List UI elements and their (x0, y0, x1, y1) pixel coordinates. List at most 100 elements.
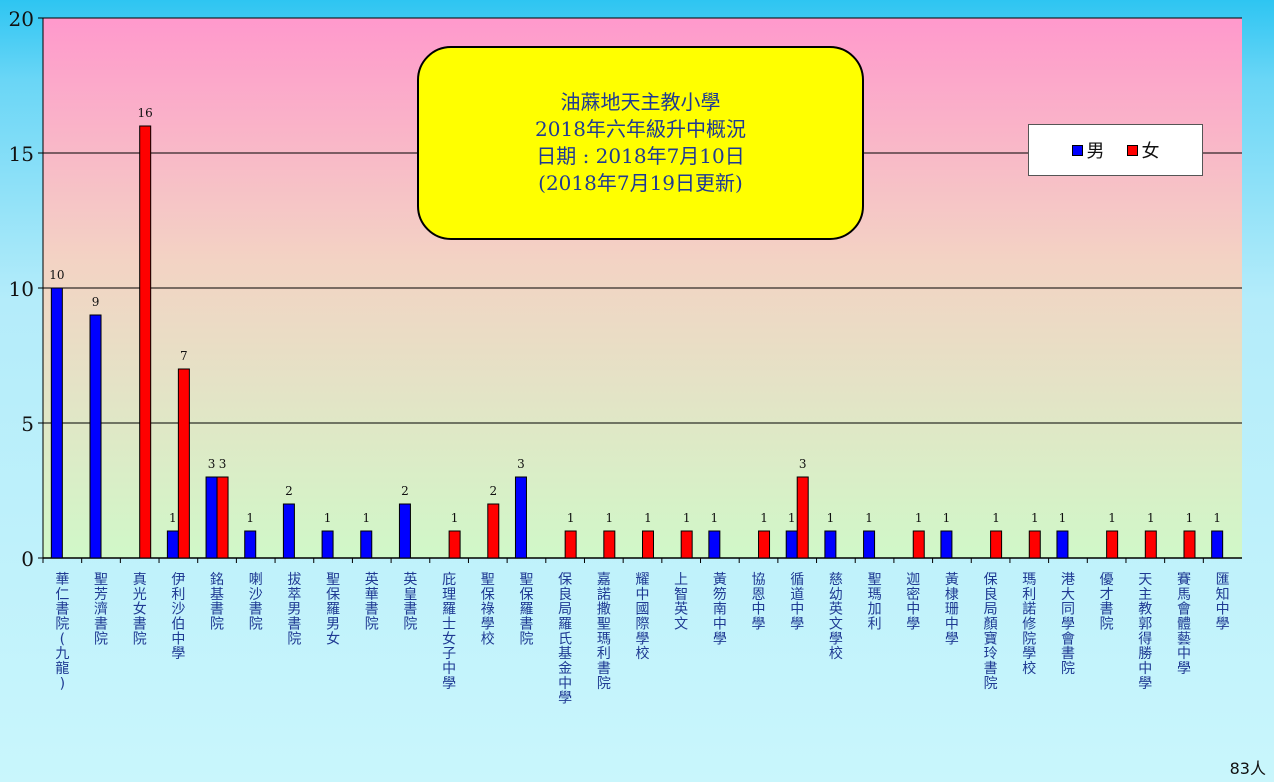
bar-female (1106, 530, 1119, 559)
data-label: 1 (683, 511, 691, 525)
legend-label-male: 男 (1086, 141, 1105, 162)
bar-male (50, 287, 63, 559)
bar-male (89, 314, 102, 559)
bar-female (448, 530, 461, 559)
data-label: 1 (992, 511, 1000, 525)
legend-item-male: 男 (1071, 137, 1105, 163)
bar-female (680, 530, 693, 559)
data-label: 3 (219, 457, 227, 471)
data-label: 1 (943, 511, 951, 525)
bar-female (912, 530, 925, 559)
bar-male (244, 530, 257, 559)
y-tick-label: 5 (21, 412, 34, 436)
data-label: 1 (324, 511, 332, 525)
bar-male (863, 530, 876, 559)
data-label: 1 (169, 511, 177, 525)
bar-female (177, 368, 190, 559)
x-tick-label: 拔萃男書院 (287, 572, 301, 647)
data-label: 16 (138, 106, 153, 120)
data-label: 1 (1186, 511, 1194, 525)
title-line-4: (2018年7月19日更新) (538, 171, 743, 195)
title-line-3: 日期 : 2018年7月10日 (536, 144, 745, 168)
bar-male (514, 476, 527, 559)
x-tick-label: 銘基書院 (210, 572, 224, 633)
x-tick-label: 聖保羅男女 (326, 572, 340, 647)
bar-male (166, 530, 179, 559)
bar-female (1183, 530, 1196, 559)
bar-male (205, 476, 218, 559)
x-tick-label: 港大同學會書院 (1061, 572, 1075, 677)
x-tick-label: 華仁書院(九龍) (55, 572, 69, 692)
legend-swatch-male (1071, 144, 1083, 156)
data-label: 1 (1147, 511, 1155, 525)
x-tick-label: 聖保羅書院 (519, 572, 533, 647)
x-tick-label: 伊利沙伯中學 (171, 572, 185, 662)
data-label: 1 (827, 511, 835, 525)
bar-male (398, 503, 411, 559)
data-label: 3 (208, 457, 216, 471)
y-tick-label: 0 (21, 547, 34, 571)
x-tick-label: 喇沙書院 (249, 572, 263, 633)
data-label: 1 (788, 511, 796, 525)
data-label: 1 (760, 511, 768, 525)
data-label: 1 (451, 511, 459, 525)
bar-male (708, 530, 721, 559)
bar-male (1211, 530, 1224, 559)
data-label: 1 (1031, 511, 1039, 525)
title-line-2: 2018年六年級升中概況 (535, 117, 746, 141)
bar-female (1144, 530, 1157, 559)
bar-female (758, 530, 771, 559)
data-label: 1 (246, 511, 254, 525)
data-label: 9 (92, 295, 100, 309)
data-label: 1 (865, 511, 873, 525)
x-tick-label: 天主教郭得勝中學 (1138, 572, 1152, 692)
total-count: 83人 (1229, 759, 1266, 778)
x-tick-label: 真光女書院 (133, 572, 147, 647)
y-tick-label: 20 (9, 7, 34, 31)
x-tick-label: 迦密中學 (906, 572, 920, 633)
x-tick-label: 聖芳濟書院 (94, 572, 108, 647)
x-tick-label: 保良局顏寶玲書院 (984, 572, 998, 692)
y-tick-label: 10 (9, 277, 34, 301)
data-label: 7 (180, 349, 188, 363)
x-tick-label: 黃棣珊中學 (945, 572, 959, 647)
data-label: 1 (711, 511, 719, 525)
x-tick-label: 循道中學 (790, 572, 804, 633)
bar-male (282, 503, 295, 559)
x-tick-label: 黃笏南中學 (713, 572, 727, 647)
bar-female (139, 125, 152, 559)
data-label: 3 (799, 457, 807, 471)
bar-male (824, 530, 837, 559)
x-tick-label: 庇理羅士女子中學 (442, 572, 456, 692)
x-tick-label: 英華書院 (365, 571, 379, 633)
x-tick-label: 匯知中學 (1216, 572, 1230, 633)
data-label: 1 (362, 511, 370, 525)
x-tick-label: 保良局羅氏基金中學 (558, 572, 572, 707)
x-tick-label: 嘉諾撒聖瑪利書院 (597, 572, 611, 692)
bar-male (1056, 530, 1069, 559)
data-label: 1 (915, 511, 923, 525)
bar-male (321, 530, 334, 559)
y-tick-label: 15 (9, 142, 34, 166)
bar-female (216, 476, 229, 559)
data-label: 3 (517, 457, 525, 471)
x-tick-label: 協恩中學 (752, 572, 766, 633)
x-tick-label: 英皇書院 (403, 571, 417, 633)
bar-male (785, 530, 798, 559)
bar-male (940, 530, 953, 559)
data-label: 1 (1059, 511, 1067, 525)
bar-male (360, 530, 373, 559)
data-label: 1 (1108, 511, 1116, 525)
data-label: 2 (489, 484, 497, 498)
bar-female (603, 530, 616, 559)
x-tick-label: 耀中國際學校 (636, 572, 650, 662)
data-label: 10 (49, 268, 64, 282)
x-tick-label: 慈幼英文學校 (829, 572, 843, 662)
bar-female (642, 530, 654, 559)
legend-swatch-female (1126, 144, 1138, 156)
legend: 男 女 (1028, 124, 1203, 176)
bar-female (796, 476, 809, 559)
x-tick-label: 瑪利諾修院學校 (1022, 572, 1036, 677)
data-label: 1 (644, 511, 652, 525)
